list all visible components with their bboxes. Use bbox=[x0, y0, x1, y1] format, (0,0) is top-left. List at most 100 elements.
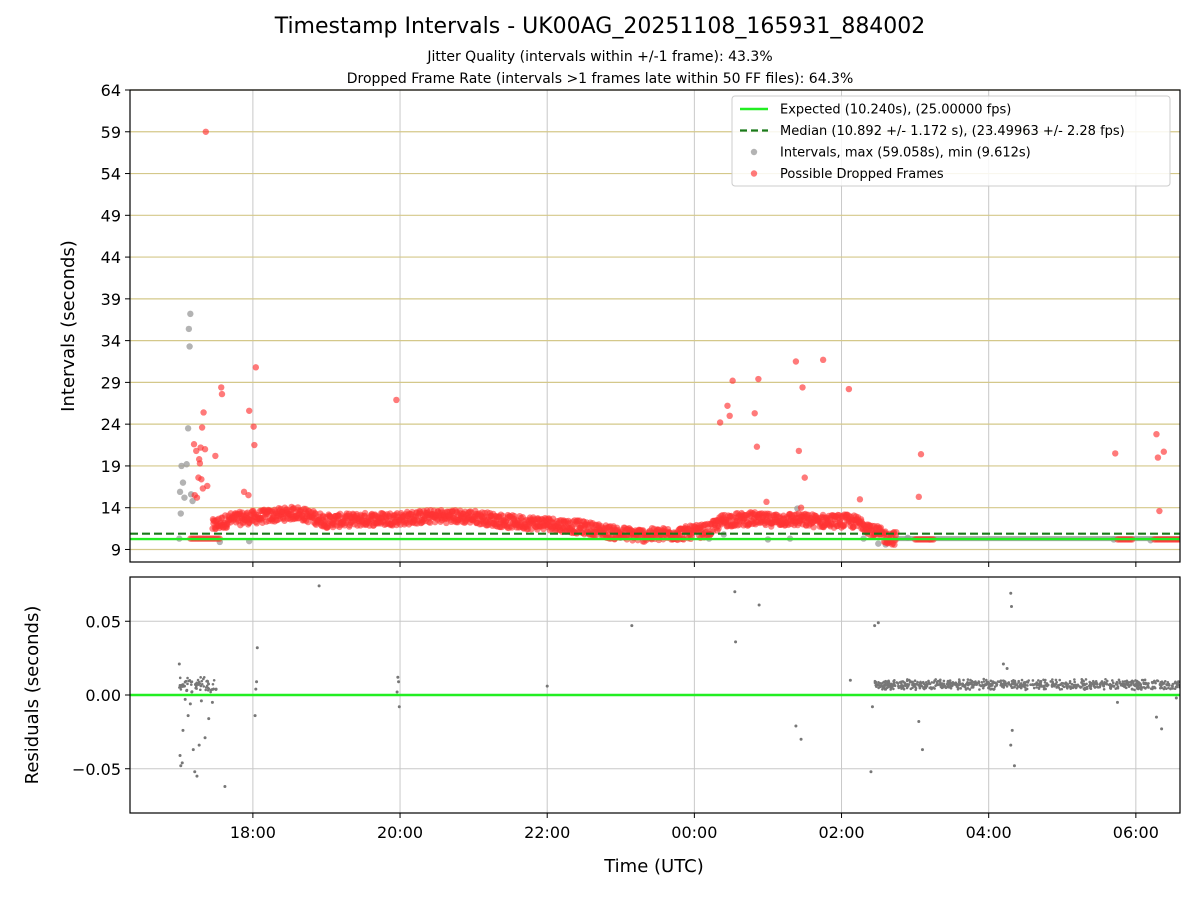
residual-dense-1-point-881 bbox=[1124, 683, 1128, 686]
residual-dense-0-point-26 bbox=[179, 688, 183, 691]
residual-dense-1-point-377 bbox=[1118, 681, 1121, 685]
residual-dense-1-point-871 bbox=[1066, 685, 1069, 689]
residual-dense-1-point-884 bbox=[986, 682, 990, 686]
residual-dense-1-point-825 bbox=[1131, 681, 1135, 685]
residual-dense-1-point-453 bbox=[1147, 682, 1150, 685]
residual-dense-1-point-828 bbox=[1099, 681, 1103, 685]
residual-dense-1-point-793 bbox=[945, 682, 949, 686]
residual-dense-1-point-878 bbox=[969, 682, 973, 686]
residual-dense-1-point-845 bbox=[1089, 682, 1093, 686]
residual-dense-1-point-417 bbox=[1184, 685, 1187, 688]
residual-point-50 bbox=[1154, 715, 1158, 719]
residual-point-47 bbox=[1012, 764, 1016, 768]
chart-subtitle-dropped: Dropped Frame Rate (intervals >1 frames … bbox=[346, 71, 854, 87]
residual-dense-1-point-575 bbox=[1192, 685, 1195, 688]
residual-point-3 bbox=[180, 761, 184, 765]
residual-dense-1-point-89 bbox=[1182, 687, 1185, 690]
legend-label-1: Median (10.892 +/- 1.172 s), (23.49963 +… bbox=[780, 124, 1125, 139]
residual-dense-1-point-655 bbox=[1037, 687, 1041, 690]
residual-dense-1-point-228 bbox=[1062, 685, 1066, 689]
dropped-point-22 bbox=[251, 441, 258, 449]
residual-dense-0-point-44 bbox=[199, 688, 202, 692]
residual-dense-1-point-839 bbox=[1035, 686, 1038, 689]
interval-point-7 bbox=[184, 425, 192, 432]
residuals-ytick-label-0: −0.05 bbox=[72, 760, 121, 779]
residual-dense-1-point-858 bbox=[1042, 678, 1045, 682]
residual-dense-1-point-873 bbox=[1143, 681, 1146, 685]
residual-point-40 bbox=[873, 624, 877, 628]
intervals-ytick-label-7: 44 bbox=[101, 248, 121, 267]
residual-point-15 bbox=[197, 743, 201, 747]
residual-dense-1-point-850 bbox=[1159, 681, 1162, 684]
residual-point-38 bbox=[848, 678, 852, 682]
residual-dense-1-point-165 bbox=[1121, 680, 1125, 683]
residual-dense-1-point-658 bbox=[930, 687, 933, 691]
residual-point-39 bbox=[869, 770, 873, 774]
residual-dense-1-point-595 bbox=[1057, 684, 1060, 687]
residual-dense-0-point-57 bbox=[210, 688, 214, 691]
residual-dense-1-point-868 bbox=[1182, 686, 1185, 689]
residual-point-33 bbox=[733, 590, 737, 594]
residual-dense-0-point-34 bbox=[204, 686, 208, 689]
residual-dense-0-point-38 bbox=[199, 684, 203, 688]
residual-dense-1-point-424 bbox=[966, 678, 970, 681]
residual-dense-1-point-852 bbox=[934, 678, 938, 681]
residual-dense-1-point-859 bbox=[996, 680, 1000, 683]
chart-subtitle-jitter: Jitter Quality (intervals within +/-1 fr… bbox=[427, 49, 773, 65]
residual-dense-1-point-802 bbox=[890, 685, 894, 689]
residual-dense-1-point-598 bbox=[1190, 681, 1193, 684]
residual-dense-0-point-40 bbox=[196, 678, 200, 682]
residual-point-42 bbox=[870, 705, 874, 709]
legend-label-0: Expected (10.240s), (25.00000 fps) bbox=[780, 103, 1011, 118]
dropped-point-40 bbox=[856, 496, 864, 503]
residual-dense-0-point-59 bbox=[200, 679, 204, 683]
residual-dense-1-point-879 bbox=[1039, 679, 1043, 683]
residual-dense-1-point-864 bbox=[915, 682, 918, 686]
residual-dense-1-point-870 bbox=[1136, 680, 1139, 683]
residual-dense-1-point-560 bbox=[1191, 686, 1194, 689]
residual-dense-1-point-434 bbox=[999, 679, 1003, 682]
residual-dense-1-point-533 bbox=[1094, 680, 1098, 683]
residual-dense-1-point-656 bbox=[884, 688, 888, 691]
dropped-point-19 bbox=[245, 491, 252, 499]
residual-dense-1-point-897 bbox=[905, 679, 909, 683]
residuals-ytick-label-1: 0.00 bbox=[85, 686, 121, 705]
residual-dense-1-point-805 bbox=[910, 681, 914, 684]
residual-dense-1-point-660 bbox=[1188, 687, 1191, 690]
residual-dense-1-point-508 bbox=[956, 687, 960, 691]
residual-dense-1-point-817 bbox=[1165, 683, 1168, 686]
intervals-ytick-label-0: 9 bbox=[111, 540, 121, 559]
residual-dense-1-point-744 bbox=[1096, 686, 1100, 689]
residual-dense-1-point-185 bbox=[1184, 683, 1187, 686]
residual-dense-1-point-860 bbox=[1001, 679, 1005, 682]
residual-point-29 bbox=[395, 690, 399, 694]
residual-dense-1-point-334 bbox=[1193, 681, 1196, 684]
residual-dense-1-point-689 bbox=[1153, 680, 1157, 683]
dropped-point-34 bbox=[795, 447, 803, 455]
residual-dense-1-point-50 bbox=[1073, 680, 1076, 684]
residual-point-51 bbox=[1160, 727, 1164, 731]
intervals-y-axis-label: Intervals (seconds) bbox=[58, 240, 79, 412]
residual-point-20 bbox=[214, 687, 218, 691]
residual-dense-1-point-584 bbox=[1193, 685, 1196, 688]
residual-dense-1-point-411 bbox=[1050, 685, 1054, 688]
residual-dense-1-point-78 bbox=[1193, 684, 1196, 687]
residual-dense-1-point-874 bbox=[1026, 684, 1029, 687]
interval-point-5 bbox=[181, 494, 188, 501]
residual-dense-1-point-766 bbox=[1060, 687, 1064, 691]
residual-point-22 bbox=[255, 646, 259, 650]
residual-dense-1-point-819 bbox=[1055, 686, 1058, 689]
residual-point-27 bbox=[396, 675, 400, 679]
dropped-point-44 bbox=[1153, 430, 1160, 438]
residual-dense-0-point-58 bbox=[204, 688, 208, 692]
residual-dense-1-point-681 bbox=[967, 681, 971, 685]
residual-dense-1-point-662 bbox=[1184, 684, 1187, 687]
residual-dense-1-point-761 bbox=[901, 684, 905, 687]
residual-dense-1-point-199 bbox=[1013, 685, 1016, 689]
residual-dense-0-point-47 bbox=[202, 677, 205, 681]
residuals-xtick-label-4: 02:00 bbox=[818, 823, 864, 842]
dropped-point-35 bbox=[797, 504, 805, 511]
residual-dense-1-point-821 bbox=[1050, 683, 1054, 686]
residual-dense-1-point-479 bbox=[1049, 680, 1053, 683]
residual-dense-0-point-49 bbox=[186, 676, 189, 680]
